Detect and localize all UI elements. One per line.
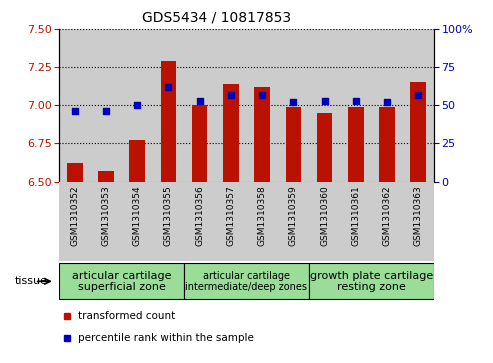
Bar [340, 29, 371, 182]
Point [71, 109, 79, 114]
Text: GSM1310355: GSM1310355 [164, 185, 173, 246]
Point [383, 99, 391, 105]
Bar [410, 82, 426, 182]
Point [165, 84, 173, 90]
Bar [278, 182, 309, 261]
Bar [153, 29, 184, 182]
Point [102, 109, 110, 114]
Bar [309, 263, 434, 299]
Point [227, 92, 235, 98]
Point [196, 98, 204, 103]
Bar [285, 107, 301, 182]
Bar [90, 29, 122, 182]
Text: GSM1310359: GSM1310359 [289, 185, 298, 246]
Text: transformed count: transformed count [78, 311, 175, 321]
Text: GDS5434 / 10817853: GDS5434 / 10817853 [142, 11, 291, 25]
Bar [215, 182, 246, 261]
Bar [59, 182, 90, 261]
Text: percentile rank within the sample: percentile rank within the sample [78, 333, 254, 343]
Text: GSM1310356: GSM1310356 [195, 185, 204, 246]
Bar [192, 105, 208, 182]
Bar [122, 182, 153, 261]
Text: articular cartilage
intermediate/deep zones: articular cartilage intermediate/deep zo… [185, 270, 308, 292]
Bar [317, 113, 332, 182]
Bar [122, 29, 153, 182]
Bar [184, 182, 215, 261]
Bar [184, 29, 215, 182]
Bar [161, 61, 176, 182]
Bar [309, 29, 340, 182]
Bar [309, 182, 340, 261]
Point [414, 92, 422, 98]
Point [289, 99, 297, 105]
Point [133, 102, 141, 108]
Text: GSM1310353: GSM1310353 [102, 185, 110, 246]
Text: GSM1310360: GSM1310360 [320, 185, 329, 246]
Text: tissue: tissue [15, 276, 48, 286]
Bar [90, 182, 122, 261]
Bar [246, 182, 278, 261]
Text: GSM1310358: GSM1310358 [258, 185, 267, 246]
Bar [371, 29, 403, 182]
Bar [223, 84, 239, 182]
Bar [348, 107, 363, 182]
Bar [371, 182, 403, 261]
Text: GSM1310363: GSM1310363 [414, 185, 423, 246]
Point [258, 92, 266, 98]
Text: GSM1310357: GSM1310357 [226, 185, 235, 246]
Bar [129, 140, 145, 182]
Text: GSM1310352: GSM1310352 [70, 185, 79, 246]
Bar [59, 29, 90, 182]
Bar [379, 107, 395, 182]
Bar [254, 87, 270, 182]
Bar [153, 182, 184, 261]
Text: GSM1310354: GSM1310354 [133, 185, 141, 246]
Bar [184, 263, 309, 299]
Point [352, 98, 360, 103]
Bar [215, 29, 246, 182]
Bar [59, 263, 184, 299]
Bar [246, 29, 278, 182]
Bar [403, 182, 434, 261]
Text: GSM1310361: GSM1310361 [352, 185, 360, 246]
Point [320, 98, 328, 103]
Bar [98, 171, 114, 182]
Bar [403, 29, 434, 182]
Text: growth plate cartilage
resting zone: growth plate cartilage resting zone [310, 270, 433, 292]
Bar [67, 163, 83, 182]
Text: GSM1310362: GSM1310362 [383, 185, 391, 246]
Bar [278, 29, 309, 182]
Text: articular cartilage
superficial zone: articular cartilage superficial zone [72, 270, 172, 292]
Bar [340, 182, 371, 261]
